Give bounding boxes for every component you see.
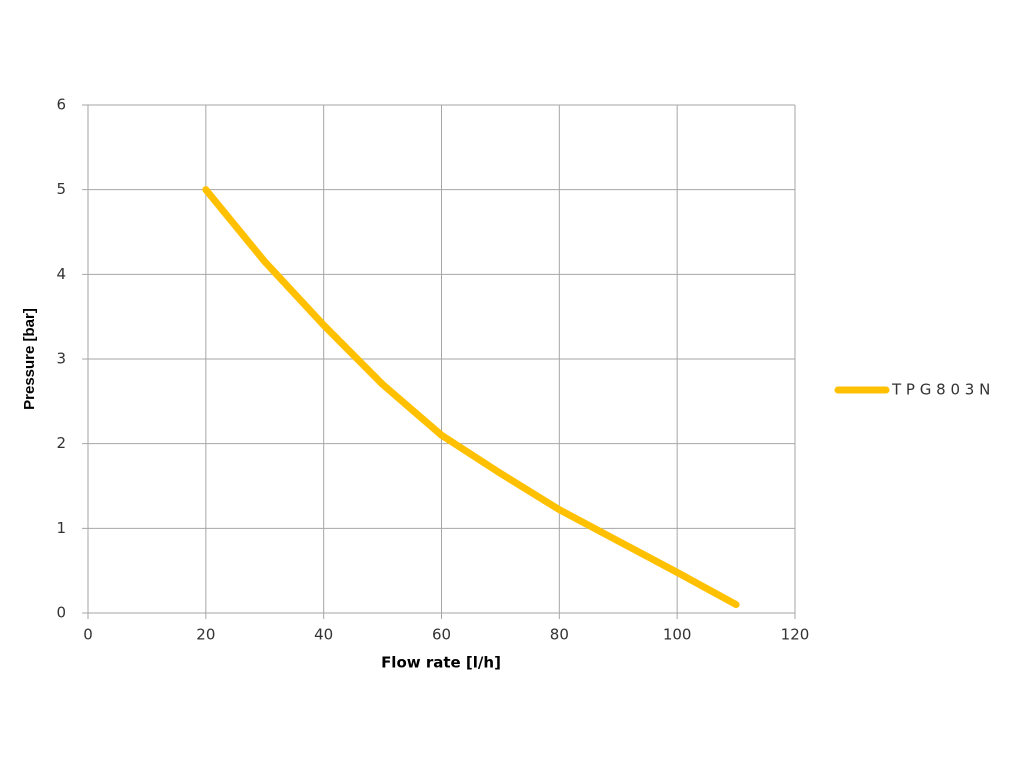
y-tick-label: 0: [56, 604, 66, 622]
y-tick-label: 5: [56, 180, 66, 198]
x-axis-label: Flow rate [l/h]: [381, 654, 501, 672]
legend-label: T P G 8 0 3 N: [891, 381, 990, 399]
x-tick-label: 40: [314, 626, 333, 644]
y-tick-label: 4: [56, 265, 66, 283]
y-tick-label: 2: [56, 434, 66, 452]
x-tick-label: 80: [550, 626, 569, 644]
y-tick-label: 3: [56, 350, 66, 368]
x-tick-label: 60: [432, 626, 451, 644]
y-tick-label: 6: [56, 96, 66, 114]
x-tick-label: 100: [663, 626, 692, 644]
x-tick-label: 20: [196, 626, 215, 644]
y-axis-label: Pressure [bar]: [21, 308, 38, 410]
x-tick-label: 120: [781, 626, 810, 644]
data-line: [202, 186, 740, 609]
x-tick-label: 0: [83, 626, 93, 644]
y-tick-label: 1: [56, 519, 66, 537]
